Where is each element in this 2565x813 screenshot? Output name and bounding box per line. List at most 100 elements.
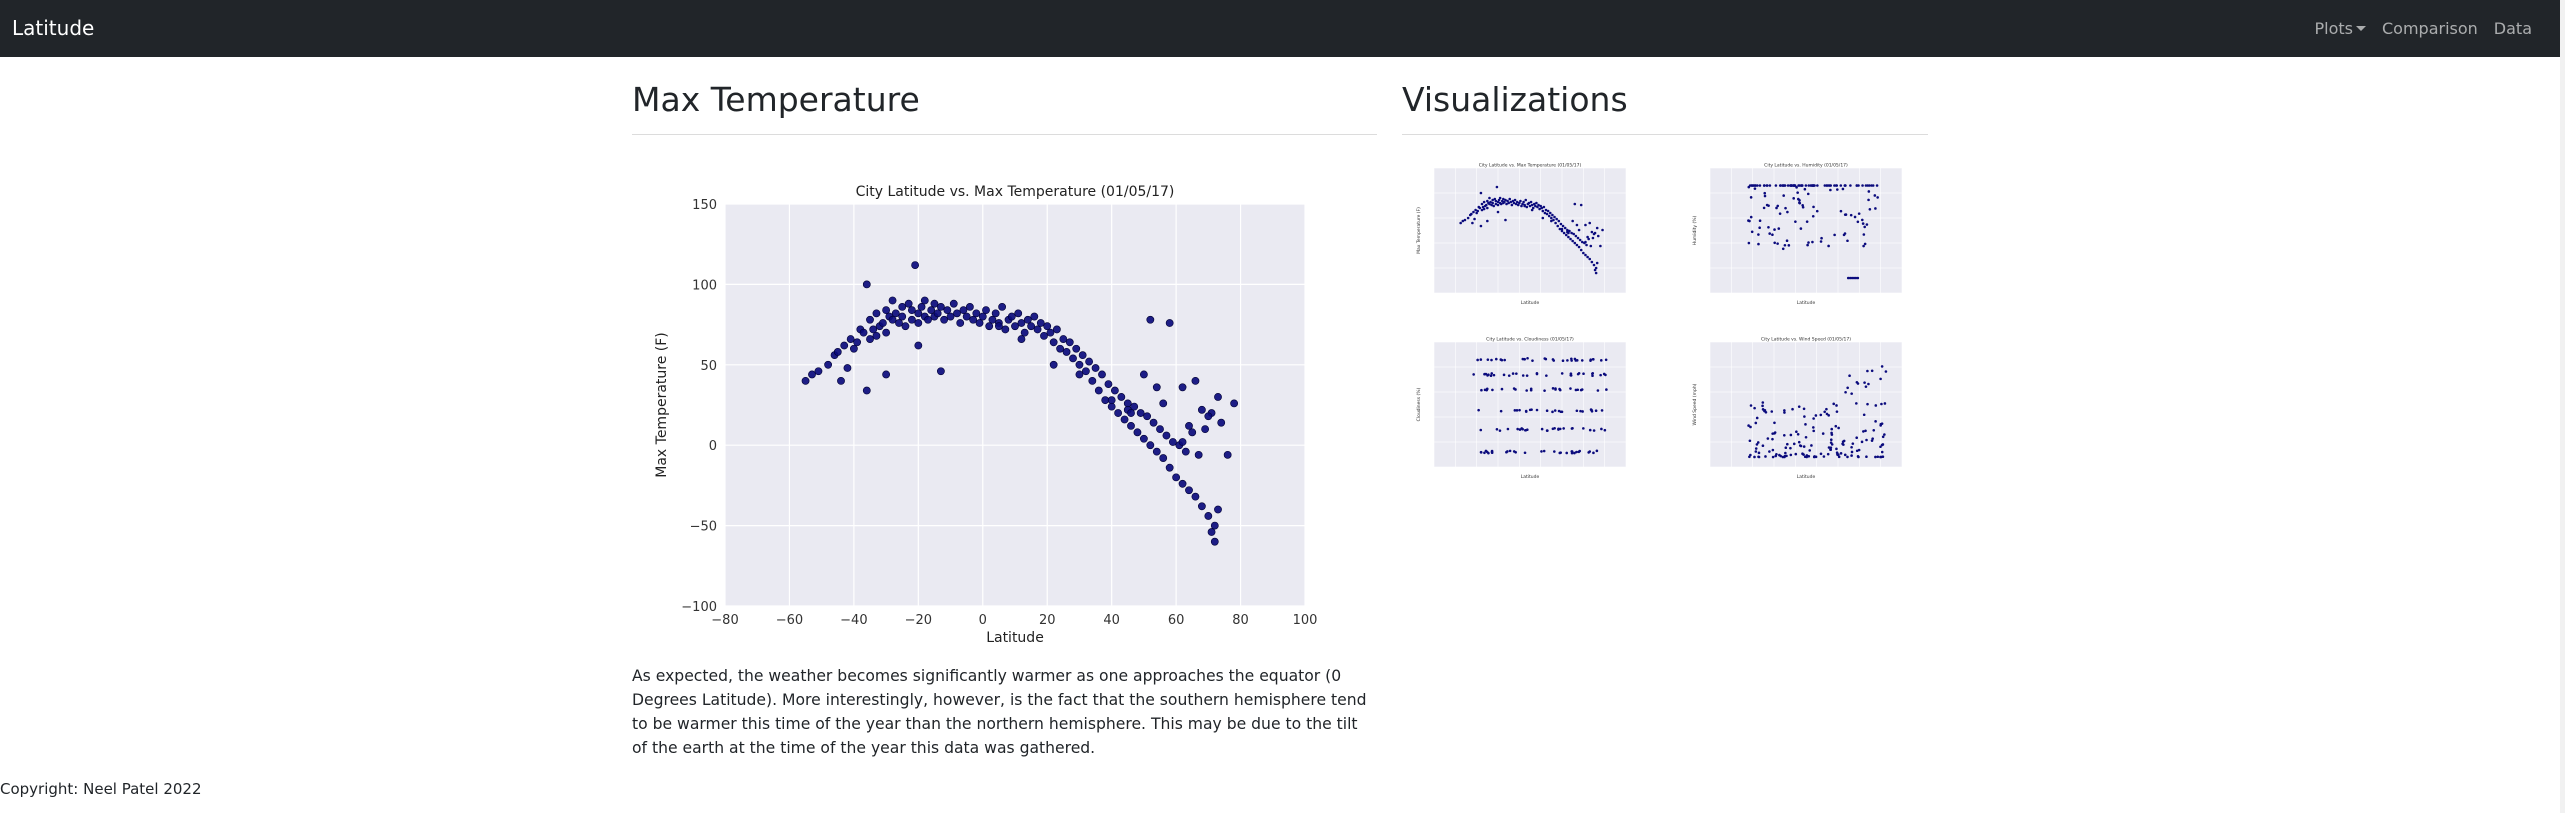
thumbnail-data-point: [1849, 213, 1853, 217]
thumbnail-data-point: [1867, 382, 1870, 386]
thumbnail-data-point: [1556, 224, 1560, 228]
thumbnail-data-point: [1747, 424, 1750, 427]
data-point: [882, 370, 891, 379]
thumbnail-data-point: [1779, 184, 1783, 187]
thumbnail-data-point: [1595, 449, 1599, 453]
thumbnail-data-point: [1749, 425, 1752, 429]
thumbnail-data-point: [1761, 404, 1764, 408]
thumbnail-data-point: [1542, 449, 1546, 453]
thumbnail-data-point: [1768, 450, 1771, 453]
thumbnail-data-point: [1771, 448, 1775, 452]
navbar-brand[interactable]: Latitude: [12, 16, 95, 40]
thumbnail-data-point: [1771, 432, 1774, 435]
thumbnail-data-point: [1594, 266, 1598, 270]
data-point: [1178, 479, 1187, 488]
thumbnail-data-point: [1488, 202, 1491, 206]
thumbnail-data-point: [1798, 201, 1801, 205]
data-point: [975, 319, 984, 327]
thumbnail-data-point: [1587, 237, 1590, 241]
x-tick-label: −80: [711, 613, 738, 628]
thumbnail-data-point: [1515, 372, 1518, 375]
thumbnail-data-point: [1558, 227, 1562, 231]
data-point: [1146, 315, 1155, 324]
thumbnail-data-point: [1856, 382, 1860, 385]
thumbnail-x-label: Latitude: [1797, 474, 1816, 480]
thumbnail-data-point: [1600, 427, 1603, 431]
data-point: [849, 344, 858, 353]
thumbnail-data-point: [1807, 455, 1811, 458]
thumbnail-data-point: [1796, 191, 1799, 194]
thumbnail-data-point: [1797, 197, 1800, 201]
data-point: [940, 315, 949, 324]
nav-link-comparison[interactable]: Comparison: [2382, 19, 2478, 38]
thumbnail-data-point: [1857, 212, 1861, 215]
thumbnail-data-point: [1789, 453, 1793, 457]
data-point: [978, 312, 987, 321]
thumbnail-data-point: [1773, 228, 1776, 231]
thumbnail-data-point: [1789, 184, 1793, 187]
thumbnail-data-point: [1833, 184, 1836, 187]
thumbnail-data-point: [1551, 358, 1555, 361]
nav-link-plots-dropdown[interactable]: Plots: [2315, 19, 2366, 38]
page-scrollbar[interactable]: [2560, 0, 2565, 813]
thumbnail-data-point: [1539, 204, 1542, 208]
thumbnail-data-point: [1485, 387, 1489, 391]
thumbnail-y-label: Wind Speed (mph): [1692, 383, 1698, 425]
thumbnail-data-point: [1545, 212, 1549, 216]
thumbnail-data-point: [1589, 244, 1593, 248]
thumbnail-data-point: [1819, 452, 1823, 456]
thumbnail-data-point: [1841, 440, 1845, 443]
thumbnail-data-point: [1871, 437, 1874, 440]
data-point: [1117, 393, 1126, 401]
thumbnail-cloudiness[interactable]: City Latitude vs. Cloudiness (01/05/17) L…: [1408, 334, 1638, 492]
thumbnail-data-point: [1504, 198, 1507, 202]
thumbnail-data-point: [1872, 429, 1876, 432]
thumbnail-data-point: [1827, 244, 1830, 248]
thumbnail-data-point: [1830, 433, 1834, 436]
thumbnail-max-temperature[interactable]: City Latitude vs. Max Temperature (01/05…: [1408, 160, 1638, 318]
thumbnail-data-point: [1802, 445, 1806, 448]
data-point: [907, 315, 916, 324]
data-point: [866, 335, 874, 343]
thumbnail-data-point: [1534, 204, 1537, 208]
thumbnail-data-point: [1783, 434, 1786, 437]
thumbnail-wind-speed[interactable]: City Latitude vs. Wind Speed (01/05/17) L…: [1684, 334, 1914, 492]
thumbnail-data-point: [1863, 381, 1866, 384]
thumbnail-data-point: [1498, 429, 1502, 432]
thumbnail-data-point: [1836, 188, 1839, 191]
thumbnail-data-point: [1773, 431, 1777, 434]
data-point: [1085, 357, 1094, 366]
thumbnail-data-point: [1486, 374, 1489, 377]
thumbnail-data-point: [1573, 241, 1577, 245]
data-point: [1104, 380, 1113, 388]
thumbnail-data-point: [1841, 442, 1844, 446]
thumbnail-data-point: [1470, 212, 1473, 216]
thumbnail-data-point: [1850, 454, 1853, 457]
thumbnail-humidity[interactable]: City Latitude vs. Humidity (01/05/17) Lat…: [1684, 160, 1914, 318]
thumbnail-data-point: [1839, 452, 1843, 455]
data-point: [1011, 322, 1019, 331]
thumbnail-data-point: [1843, 232, 1847, 235]
thumbnail-data-point: [1490, 451, 1494, 455]
thumbnail-data-point: [1528, 408, 1532, 412]
thumbnail-data-point: [1860, 440, 1864, 444]
thumbnail-data-point: [1834, 424, 1838, 428]
nav-link-data[interactable]: Data: [2493, 19, 2532, 38]
thumbnail-data-point: [1783, 409, 1786, 412]
thumbnail-data-point: [1569, 387, 1572, 390]
thumbnail-data-point: [1480, 208, 1484, 212]
thumbnail-data-point: [1555, 217, 1558, 221]
data-point: [1078, 351, 1087, 360]
thumbnail-data-point: [1540, 450, 1543, 453]
thumbnail-data-point: [1502, 373, 1506, 377]
thumbnail-data-point: [1819, 240, 1823, 243]
thumbnail-data-point: [1554, 221, 1557, 225]
thumbnail-data-point: [1521, 357, 1525, 361]
thumbnail-data-point: [1542, 205, 1546, 209]
thumbnail-data-point: [1763, 191, 1767, 195]
data-point: [1139, 434, 1148, 443]
thumbnail-data-point: [1548, 211, 1552, 215]
thumbnail-data-point: [1521, 427, 1524, 431]
thumbnail-data-point: [1508, 197, 1512, 201]
thumbnail-data-point: [1585, 243, 1588, 247]
